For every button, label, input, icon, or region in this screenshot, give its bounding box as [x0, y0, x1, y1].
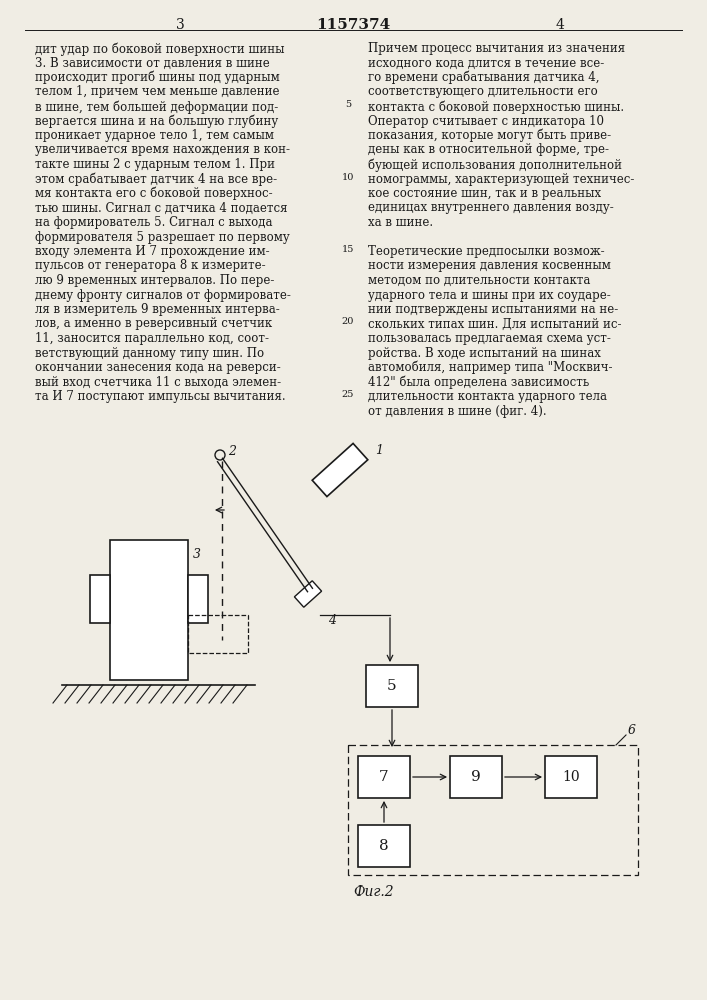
Bar: [358, 825, 410, 867]
Text: ности измерения давления косвенным: ности измерения давления косвенным: [368, 259, 611, 272]
Text: 412" была определена зависимость: 412" была определена зависимость: [368, 375, 589, 389]
Text: в шине, тем большей деформации под-: в шине, тем большей деформации под-: [35, 100, 279, 113]
Text: вый вход счетчика 11 с выхода элемен-: вый вход счетчика 11 с выхода элемен-: [35, 375, 281, 388]
Bar: [545, 756, 597, 798]
Bar: [90, 575, 110, 623]
Text: окончании занесения кода на реверси-: окончании занесения кода на реверси-: [35, 361, 281, 374]
Text: 5: 5: [345, 100, 351, 109]
Text: 9: 9: [471, 770, 481, 784]
Text: Оператор считывает с индикатора 10: Оператор считывает с индикатора 10: [368, 114, 604, 127]
Text: мя контакта его с боковой поверхнос-: мя контакта его с боковой поверхнос-: [35, 187, 273, 200]
Text: 3. В зависимости от давления в шине: 3. В зависимости от давления в шине: [35, 56, 270, 70]
Text: тью шины. Сигнал с датчика 4 подается: тью шины. Сигнал с датчика 4 подается: [35, 202, 288, 215]
Text: кое состояние шин, так и в реальных: кое состояние шин, так и в реальных: [368, 187, 601, 200]
Text: проникает ударное тело 1, тем самым: проникает ударное тело 1, тем самым: [35, 129, 274, 142]
Text: контакта с боковой поверхностью шины.: контакта с боковой поверхностью шины.: [368, 100, 624, 113]
Text: пульсов от генератора 8 к измерите-: пульсов от генератора 8 к измерите-: [35, 259, 266, 272]
Text: 25: 25: [341, 390, 354, 399]
Text: 3: 3: [193, 548, 201, 561]
Bar: [450, 756, 502, 798]
Text: соответствующего длительности его: соответствующего длительности его: [368, 86, 597, 99]
Text: длительности контакта ударного тела: длительности контакта ударного тела: [368, 390, 607, 403]
Text: происходит прогиб шины под ударным: происходит прогиб шины под ударным: [35, 71, 280, 85]
Text: лю 9 временных интервалов. По пере-: лю 9 временных интервалов. По пере-: [35, 274, 274, 287]
Text: 6: 6: [628, 724, 636, 737]
Text: 8: 8: [379, 839, 389, 853]
Text: дит удар по боковой поверхности шины: дит удар по боковой поверхности шины: [35, 42, 284, 55]
Text: нии подтверждены испытаниями на не-: нии подтверждены испытаниями на не-: [368, 303, 618, 316]
Text: телом 1, причем чем меньше давление: телом 1, причем чем меньше давление: [35, 86, 279, 99]
Text: 1157374: 1157374: [316, 18, 390, 32]
Text: го времени срабатывания датчика 4,: го времени срабатывания датчика 4,: [368, 71, 600, 85]
Text: увеличивается время нахождения в кон-: увеличивается время нахождения в кон-: [35, 143, 290, 156]
Text: Фиг.2: Фиг.2: [353, 885, 394, 899]
Polygon shape: [312, 443, 368, 497]
Text: ройства. В ходе испытаний на шинах: ройства. В ходе испытаний на шинах: [368, 347, 601, 360]
Text: ля в измеритель 9 временных интерва-: ля в измеритель 9 временных интерва-: [35, 303, 280, 316]
Text: на формирователь 5. Сигнал с выхода: на формирователь 5. Сигнал с выхода: [35, 216, 272, 229]
Text: этом срабатывает датчик 4 на все вре-: этом срабатывает датчик 4 на все вре-: [35, 172, 277, 186]
Text: показания, которые могут быть приве-: показания, которые могут быть приве-: [368, 129, 611, 142]
Text: та И 7 поступают импульсы вычитания.: та И 7 поступают импульсы вычитания.: [35, 390, 286, 403]
Bar: [188, 575, 208, 623]
Bar: [366, 665, 418, 707]
Text: ударного тела и шины при их соударе-: ударного тела и шины при их соударе-: [368, 288, 611, 302]
Text: 20: 20: [341, 318, 354, 326]
Text: 5: 5: [387, 679, 397, 693]
Text: Теоретические предпосылки возмож-: Теоретические предпосылки возмож-: [368, 245, 604, 258]
Text: 2: 2: [228, 445, 236, 458]
Text: исходного кода длится в течение все-: исходного кода длится в течение все-: [368, 56, 604, 70]
Text: 3: 3: [175, 18, 185, 32]
Text: вергается шина и на большую глубину: вергается шина и на большую глубину: [35, 114, 279, 128]
Text: 7: 7: [379, 770, 389, 784]
Text: номограммы, характеризующей техничес-: номограммы, характеризующей техничес-: [368, 172, 634, 186]
Text: Причем процесс вычитания из значения: Причем процесс вычитания из значения: [368, 42, 625, 55]
Text: скольких типах шин. Для испытаний ис-: скольких типах шин. Для испытаний ис-: [368, 318, 621, 330]
Text: лов, а именно в реверсивный счетчик: лов, а именно в реверсивный счетчик: [35, 318, 272, 330]
Text: 4: 4: [556, 18, 564, 32]
Bar: [188, 615, 248, 653]
Text: такте шины 2 с ударным телом 1. При: такте шины 2 с ударным телом 1. При: [35, 158, 275, 171]
Bar: [348, 745, 638, 875]
Text: пользовалась предлагаемая схема уст-: пользовалась предлагаемая схема уст-: [368, 332, 611, 345]
Text: 10: 10: [341, 172, 354, 182]
Text: методом по длительности контакта: методом по длительности контакта: [368, 274, 590, 287]
Text: ветствующий данному типу шин. По: ветствующий данному типу шин. По: [35, 347, 264, 360]
Text: единицах внутреннего давления возду-: единицах внутреннего давления возду-: [368, 202, 614, 215]
Text: 4: 4: [328, 614, 336, 627]
Text: днему фронту сигналов от формировате-: днему фронту сигналов от формировате-: [35, 288, 291, 302]
Text: бующей использования дополнительной: бующей использования дополнительной: [368, 158, 622, 172]
Text: 11, заносится параллельно код, соот-: 11, заносится параллельно код, соот-: [35, 332, 269, 345]
Text: формирователя 5 разрешает по первому: формирователя 5 разрешает по первому: [35, 231, 290, 243]
Text: входу элемента И 7 прохождение им-: входу элемента И 7 прохождение им-: [35, 245, 269, 258]
Text: 10: 10: [562, 770, 580, 784]
Text: 1: 1: [375, 444, 383, 456]
Bar: [358, 756, 410, 798]
Text: автомобиля, например типа "Москвич-: автомобиля, например типа "Москвич-: [368, 361, 612, 374]
Text: дены как в относительной форме, тре-: дены как в относительной форме, тре-: [368, 143, 609, 156]
Text: ха в шине.: ха в шине.: [368, 216, 433, 229]
Bar: [110, 540, 188, 680]
Text: от давления в шине (фиг. 4).: от давления в шине (фиг. 4).: [368, 404, 547, 418]
Text: 15: 15: [341, 245, 354, 254]
Polygon shape: [294, 581, 322, 607]
